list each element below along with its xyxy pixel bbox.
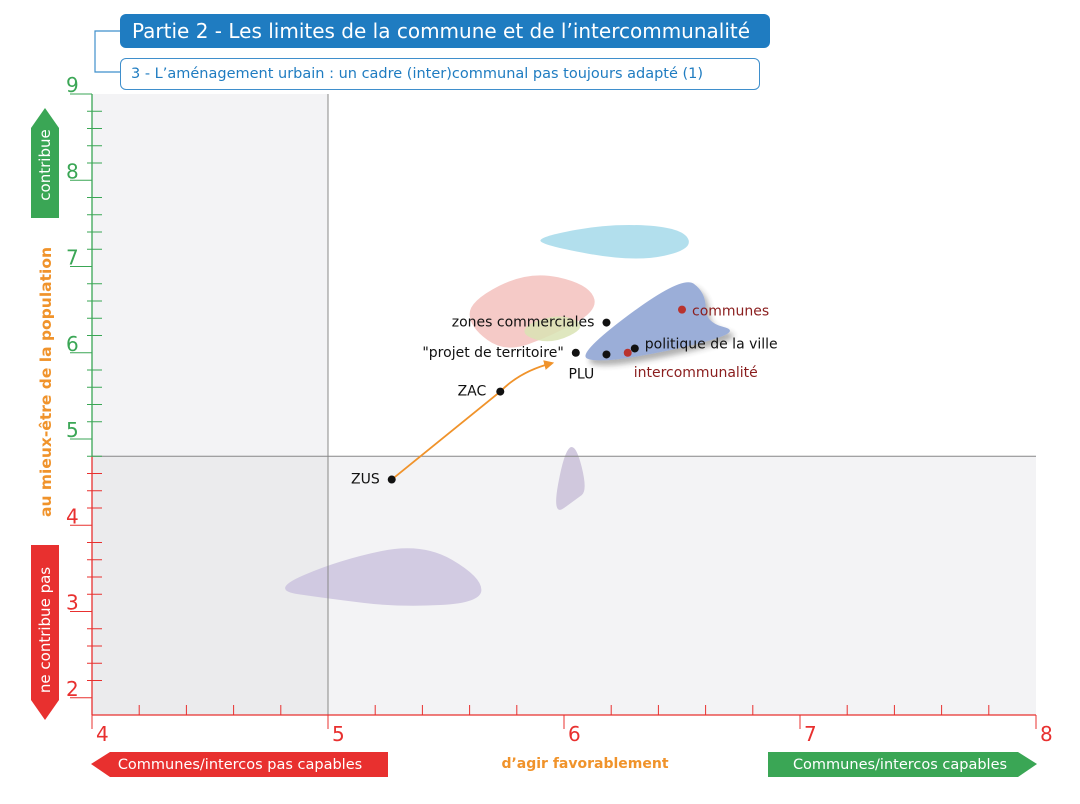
axes-layer: 4 5 6 7 8 2 3 4 5 6 7 8 9 [66, 73, 1053, 746]
point-label: ZAC [458, 384, 487, 400]
contribue-arrow-shape [31, 108, 59, 218]
y-tick-label: 6 [66, 332, 79, 356]
y-tick-label: 7 [66, 246, 79, 270]
quadrant-dividers [92, 94, 1036, 715]
ne-contribue-pas-arrow-shape [31, 545, 59, 720]
pas-capables-label: Communes/intercos pas capables [118, 757, 362, 773]
quadrant-backgrounds [92, 94, 1036, 715]
zones-layer [285, 224, 730, 606]
point-marker [623, 348, 632, 357]
y-tick-label: 5 [66, 418, 79, 442]
capables-arrow-shape [768, 752, 1037, 777]
point-marker [602, 318, 611, 327]
y-tick-label: 9 [66, 73, 79, 97]
pas-capables-arrow: Communes/intercos pas capables [91, 752, 388, 777]
y-tick-label: 4 [66, 504, 79, 528]
contribue-label: contribue [36, 129, 54, 200]
y-axis-title: au mieux-être de la population [37, 247, 55, 517]
zone-4 [585, 282, 730, 361]
quadrant-top-left [92, 94, 328, 457]
page-subtitle: 3 - L’aménagement urbain : un cadre (int… [120, 58, 760, 90]
capables-label: Communes/intercos capables [793, 757, 1007, 773]
x-tick-label: 6 [568, 722, 581, 746]
y-tick-label: 2 [66, 677, 79, 701]
contribue-arrow: contribue [31, 108, 59, 218]
zone-6 [285, 548, 482, 606]
point-label: politique de la ville [645, 336, 778, 352]
point-label: zones commerciales [452, 315, 595, 331]
x-tick-label: 8 [1040, 722, 1053, 746]
point-marker [678, 305, 686, 314]
zone-2 [469, 275, 595, 348]
point-marker [630, 344, 639, 353]
point-label: "projet de territoire" [422, 345, 563, 361]
zone-1 [540, 224, 689, 259]
point-marker [602, 350, 611, 359]
point-marker [496, 387, 505, 396]
page-title: Partie 2 - Les limites de la commune et … [120, 14, 770, 48]
point-marker [387, 475, 396, 484]
point-marker [571, 348, 580, 357]
zone-3 [524, 316, 581, 342]
ne-contribue-pas-label: ne contribue pas [36, 567, 54, 693]
points-layer: zones commerciales "projet de territoire"… [351, 304, 778, 488]
capables-arrow: Communes/intercos capables [768, 752, 1037, 777]
pas-capables-arrow-shape [91, 752, 388, 777]
y-tick-label: 3 [66, 591, 79, 615]
y-tick-label: 8 [66, 159, 79, 183]
point-label: PLU [568, 366, 594, 382]
point-label: intercommunalité [634, 365, 758, 381]
point-label: communes [692, 304, 769, 320]
x-tick-label: 4 [96, 722, 109, 746]
title-connector [94, 30, 120, 73]
x-tick-label: 7 [804, 722, 817, 746]
zone-5 [556, 446, 585, 510]
x-axis-title: d’agir favorablement [501, 756, 668, 772]
ne-contribue-pas-arrow: ne contribue pas [31, 545, 59, 720]
x-tick-label: 5 [332, 722, 345, 746]
point-label: ZUS [351, 472, 380, 488]
